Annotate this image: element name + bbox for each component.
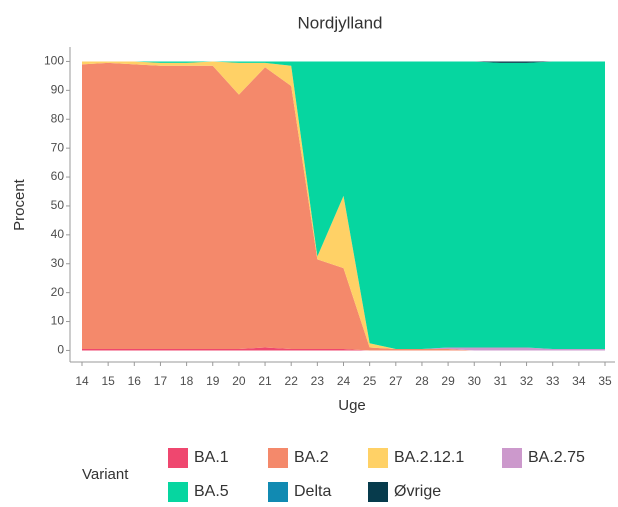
x-tick-label: 19 xyxy=(206,374,220,388)
y-tick-label: 70 xyxy=(51,140,65,154)
y-tick-label: 10 xyxy=(51,314,65,328)
x-tick-label: 17 xyxy=(154,374,168,388)
x-tick-label: 16 xyxy=(128,374,142,388)
legend-key xyxy=(368,448,388,468)
x-tick-label: 32 xyxy=(520,374,534,388)
y-tick-label: 0 xyxy=(57,343,64,357)
legend-label: BA.1 xyxy=(194,449,229,466)
legend-label: BA.2 xyxy=(294,449,329,466)
x-tick-label: 31 xyxy=(494,374,508,388)
chart-title: Nordjylland xyxy=(297,13,382,32)
y-tick-label: 90 xyxy=(51,83,65,97)
x-tick-label: 28 xyxy=(415,374,429,388)
legend-title: Variant xyxy=(82,466,129,483)
x-tick-label: 35 xyxy=(598,374,612,388)
legend-key xyxy=(268,482,288,502)
x-tick-label: 23 xyxy=(311,374,325,388)
y-tick-label: 50 xyxy=(51,198,65,212)
x-tick-label: 29 xyxy=(441,374,455,388)
x-tick-label: 25 xyxy=(363,374,377,388)
x-tick-label: 27 xyxy=(389,374,403,388)
legend-key xyxy=(268,448,288,468)
y-tick-label: 80 xyxy=(51,111,65,125)
x-tick-label: 14 xyxy=(75,374,89,388)
x-tick-label: 21 xyxy=(258,374,272,388)
y-tick-label: 30 xyxy=(51,256,65,270)
area xyxy=(82,61,605,351)
y-tick-label: 20 xyxy=(51,285,65,299)
area xyxy=(82,62,605,351)
x-axis-label: Uge xyxy=(338,397,366,414)
x-tick-label: 20 xyxy=(232,374,246,388)
legend-key xyxy=(168,482,188,502)
legend-key xyxy=(168,448,188,468)
y-axis-label: Procent xyxy=(11,178,28,231)
x-tick-label: 15 xyxy=(101,374,115,388)
area xyxy=(82,61,605,349)
x-tick-label: 33 xyxy=(546,374,560,388)
y-tick-label: 100 xyxy=(44,54,64,68)
y-tick-label: 40 xyxy=(51,227,65,241)
legend-label: BA.2.12.1 xyxy=(394,449,464,466)
legend-key xyxy=(502,448,522,468)
x-tick-label: 30 xyxy=(468,374,482,388)
legend-key xyxy=(368,482,388,502)
area xyxy=(82,61,605,63)
x-tick-label: 24 xyxy=(337,374,351,388)
x-tick-label: 34 xyxy=(572,374,586,388)
y-tick-label: 60 xyxy=(51,169,65,183)
legend-label: BA.5 xyxy=(194,483,229,500)
legend-label: Delta xyxy=(294,483,331,500)
x-tick-label: 18 xyxy=(180,374,194,388)
legend-label: BA.2.75 xyxy=(528,449,585,466)
legend-label: Øvrige xyxy=(394,483,441,500)
x-tick-label: 22 xyxy=(285,374,299,388)
